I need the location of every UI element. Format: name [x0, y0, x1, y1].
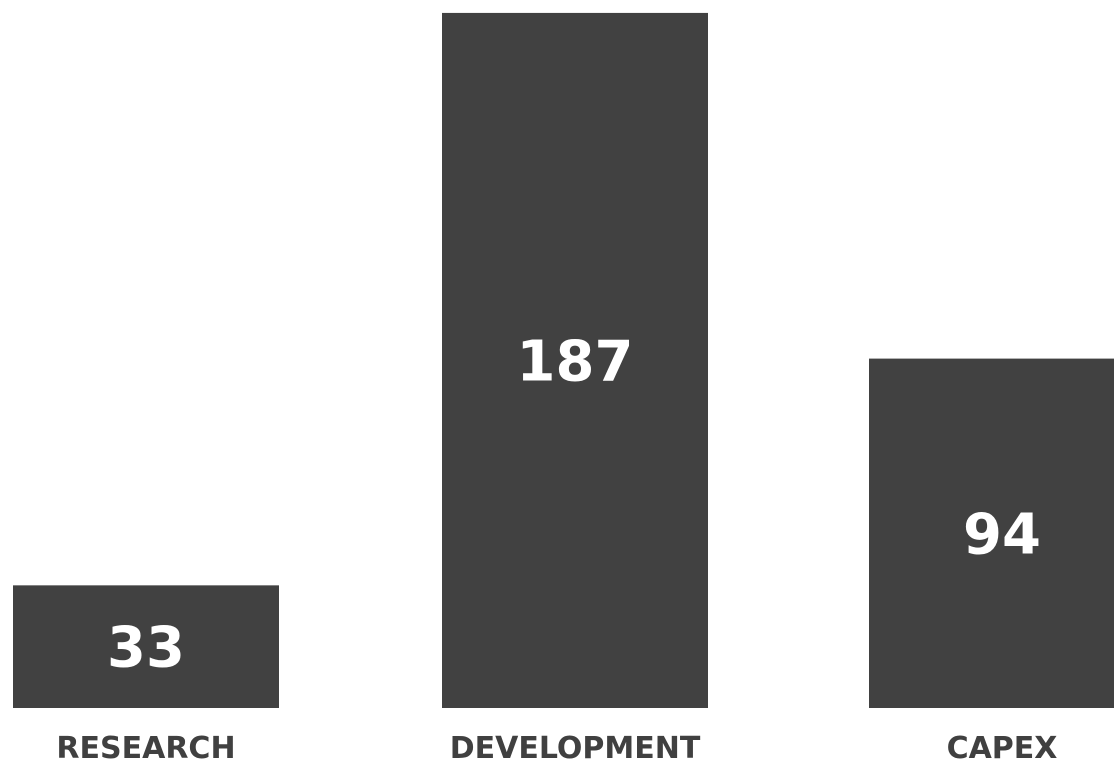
bar-value-label-research: 33: [107, 616, 185, 681]
category-label-capex: CAPEX: [947, 731, 1058, 762]
category-labels-group: RESEARCH DEVELOPMENT CAPEX: [56, 731, 1057, 762]
bar-development: [442, 12, 708, 708]
category-label-research: RESEARCH: [56, 731, 235, 762]
bar-value-label-capex: 94: [963, 502, 1041, 567]
bar-capex: [869, 358, 1114, 708]
bar-value-label-development: 187: [517, 329, 634, 394]
value-labels-group: 33 187 94: [107, 329, 1041, 680]
category-label-development: DEVELOPMENT: [450, 731, 701, 762]
bars-group: [13, 12, 1114, 708]
bar-research: [13, 585, 279, 708]
